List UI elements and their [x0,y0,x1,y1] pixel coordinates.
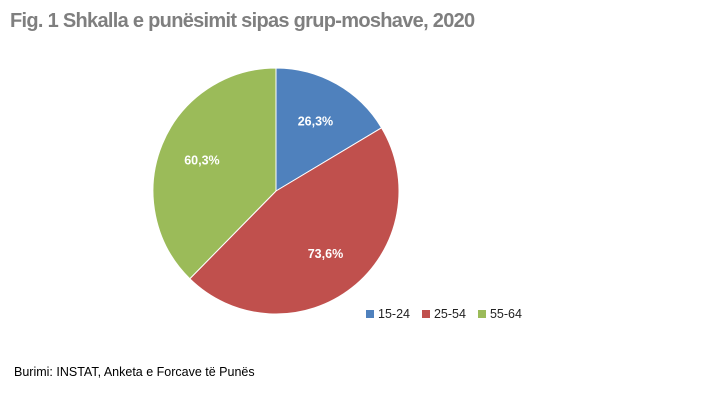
pie-data-labels: 26,3% 73,6% 60,3% [184,114,343,260]
legend-swatch-25-54 [421,310,430,318]
legend-item-25-54: 25-54 [421,307,466,321]
legend-label-55-64: 55-64 [489,307,522,321]
legend-item-15-24: 15-24 [366,307,410,321]
legend-label-25-54: 25-54 [433,307,466,321]
data-label-15-24: 26,3% [298,114,333,128]
legend-swatch-15-24 [366,310,374,318]
legend-swatch-55-64 [477,310,486,318]
legend-item-55-64: 55-64 [477,307,522,321]
legend: 15-24 25-54 55-64 [366,307,522,321]
pie-slices [152,67,400,315]
chart-title: Fig. 1 Shkalla e punësimit sipas grup-mo… [10,10,475,32]
pie-slice-15-24 [275,67,383,192]
data-label-25-54: 73,6% [308,247,343,261]
legend-label-15-24: 15-24 [378,307,410,321]
pie-slice-55-64 [152,67,277,280]
pie-slice-25-54 [189,127,400,315]
source-note: Burimi: INSTAT, Anketa e Forcave të Punë… [14,365,255,379]
data-label-55-64: 60,3% [184,154,219,168]
